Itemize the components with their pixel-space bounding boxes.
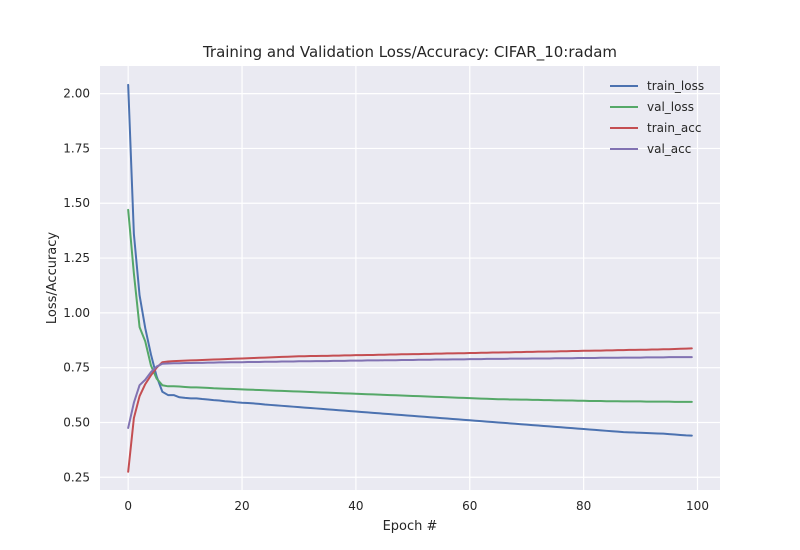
legend-item-train-acc: train_acc	[610, 121, 701, 135]
legend-item-train-loss: train_loss	[610, 79, 704, 93]
legend: train_loss val_loss train_acc val_acc	[610, 79, 704, 156]
legend-label: val_acc	[647, 142, 691, 156]
legend-label: train_loss	[647, 79, 704, 93]
y-axis-ticks: 0.25 0.50 0.75 1.00 1.25 1.50 1.75 2.00	[63, 87, 90, 485]
x-tick-label: 0	[124, 499, 132, 513]
chart-title: Training and Validation Loss/Accuracy: C…	[202, 43, 617, 62]
y-tick-label: 1.00	[63, 306, 90, 320]
series-line-train-acc	[127, 347, 693, 473]
y-tick-label: 1.75	[63, 141, 90, 155]
x-axis-label: Epoch #	[383, 519, 438, 534]
x-tick-label: 80	[576, 499, 591, 513]
y-tick-label: 0.50	[63, 415, 90, 429]
x-tick-label: 20	[234, 499, 249, 513]
plot-area	[100, 66, 720, 490]
legend-label: train_acc	[647, 121, 701, 135]
gridlines	[100, 66, 720, 490]
legend-label: val_loss	[647, 100, 694, 114]
x-axis-ticks: 0 20 40 60 80 100	[124, 499, 709, 513]
legend-item-val-acc: val_acc	[610, 142, 691, 156]
series-line-val-acc	[127, 356, 693, 429]
series-lines	[127, 83, 693, 473]
y-tick-label: 1.25	[63, 251, 90, 265]
x-tick-label: 100	[686, 499, 709, 513]
x-tick-label: 60	[462, 499, 477, 513]
y-tick-label: 2.00	[63, 87, 90, 101]
series-line-train-loss	[127, 83, 693, 437]
y-tick-label: 1.50	[63, 196, 90, 210]
legend-item-val-loss: val_loss	[610, 100, 694, 114]
y-tick-label: 0.25	[63, 470, 90, 484]
series-line-val-loss	[127, 208, 693, 403]
x-tick-label: 40	[348, 499, 363, 513]
y-axis-label: Loss/Accuracy	[45, 232, 60, 325]
y-tick-label: 0.75	[63, 361, 90, 375]
